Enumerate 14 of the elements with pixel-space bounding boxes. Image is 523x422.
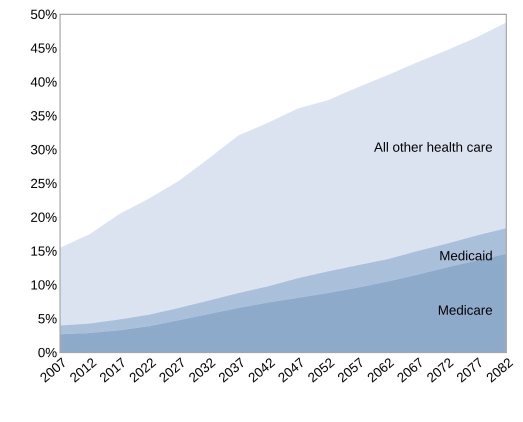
- y-tick-label: 50%: [30, 10, 57, 20]
- y-tick-label: 15%: [31, 246, 57, 256]
- y-tick-label: 45%: [30, 44, 57, 54]
- series-label: All other health care: [374, 142, 492, 152]
- y-tick-label: 25%: [31, 178, 57, 188]
- y-tick-label: 5%: [38, 314, 57, 324]
- series-label: Medicare: [438, 305, 492, 316]
- y-tick-label: 20%: [31, 212, 57, 222]
- y-tick-label: 10%: [31, 280, 57, 290]
- y-tick-label: 35%: [30, 111, 57, 121]
- y-tick-label: 30%: [30, 145, 57, 155]
- y-tick-label: 0%: [38, 348, 57, 358]
- y-tick-label: 40%: [30, 77, 57, 87]
- series-label: Medicaid: [440, 250, 492, 261]
